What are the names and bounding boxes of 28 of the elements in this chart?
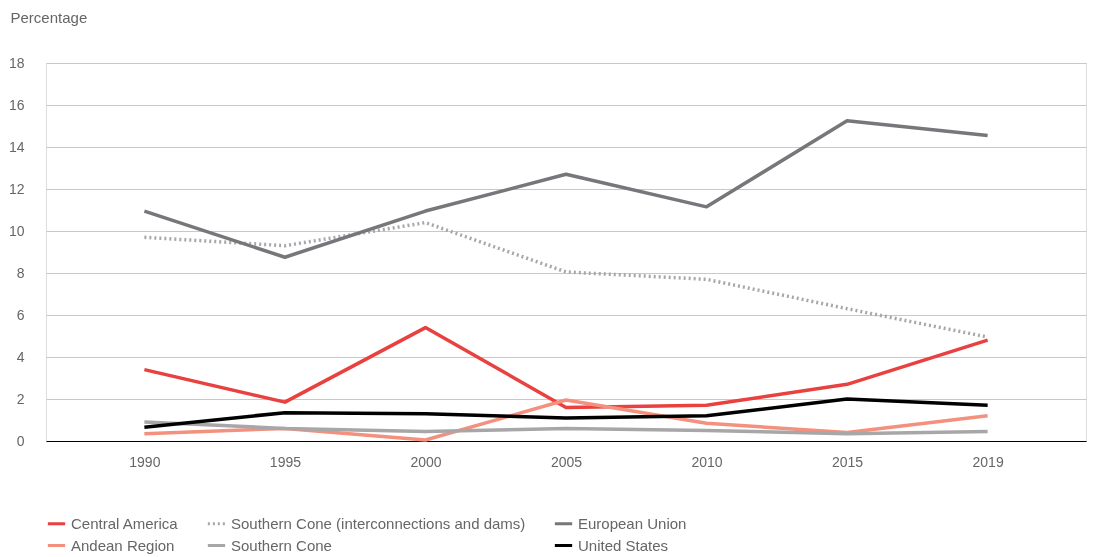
y-axis-title: Percentage: [10, 8, 88, 26]
legend-label: Andean Region: [71, 536, 175, 554]
y-tick-label: 16: [8, 96, 25, 113]
x-tick-label: 2010: [691, 453, 723, 470]
legend-label: United States: [578, 536, 669, 554]
x-tick-label: 2005: [550, 453, 583, 470]
y-tick-label: 6: [16, 306, 25, 323]
x-tick-label: 2015: [832, 453, 864, 470]
y-tick-label: 12: [8, 180, 25, 197]
line-series: [142, 420, 990, 436]
x-tick-label: 2019: [972, 453, 1004, 470]
y-tick-label: 14: [8, 138, 25, 155]
line-series: [142, 325, 990, 410]
legend-label: European Union: [578, 514, 687, 532]
x-tick-label: 1995: [269, 453, 302, 470]
y-tick-label: 8: [16, 264, 25, 281]
x-tick-label: 2000: [410, 453, 442, 470]
legend-label: Central America: [71, 514, 179, 532]
legend-label: Southern Cone: [231, 536, 332, 554]
x-tick-label: 1990: [129, 453, 161, 470]
y-tick-label: 18: [8, 54, 25, 71]
y-tick-label: 0: [16, 432, 25, 449]
legend-label: Southern Cone (interconnections and dams): [231, 514, 526, 532]
line-series: [142, 397, 990, 430]
y-tick-label: 4: [16, 348, 25, 365]
y-tick-label: 10: [8, 222, 25, 239]
line-series: [142, 119, 990, 259]
y-tick-label: 2: [16, 390, 25, 407]
